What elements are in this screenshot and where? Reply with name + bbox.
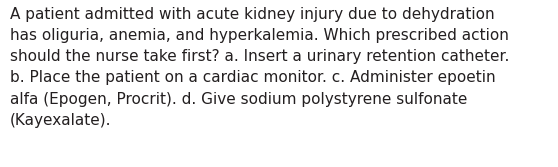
Text: A patient admitted with acute kidney injury due to dehydration
has oliguria, ane: A patient admitted with acute kidney inj… bbox=[10, 7, 509, 128]
